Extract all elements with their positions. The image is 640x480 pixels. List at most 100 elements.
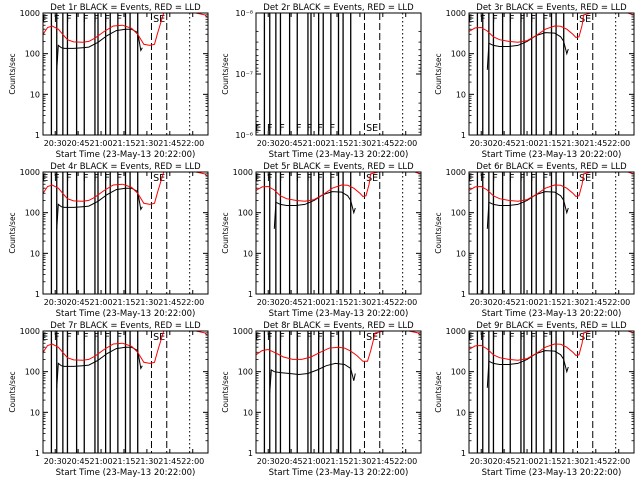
x-tick-label: 21:45 xyxy=(158,457,181,466)
x-axis-label: Start Time (23-May-13 20:22:00) xyxy=(482,150,622,160)
chart-panel-7: Det 7r BLACK = Events, RED = LLD Start Ti… xyxy=(8,321,209,478)
y-tick-label: 100 xyxy=(451,209,466,218)
x-tick-label: 21:45 xyxy=(371,298,394,307)
flag-label: F xyxy=(66,14,71,25)
flag-label: F xyxy=(94,14,99,25)
chart-panel-5: Det 5r BLACK = Events, RED = LLD Start Ti… xyxy=(221,162,422,319)
x-tick-label: 21:30 xyxy=(135,457,158,466)
flag-label: F xyxy=(83,332,88,343)
y-axis-label: Counts/sec xyxy=(8,53,17,94)
flag-label: F xyxy=(279,173,284,184)
flag-label: F xyxy=(54,332,59,343)
flag-label: F xyxy=(317,123,322,134)
plot-frame xyxy=(42,171,209,295)
x-tick-label: 20:45 xyxy=(280,139,303,148)
x-axis-label: Start Time (23-May-13 20:22:00) xyxy=(269,468,409,478)
flag-label: F xyxy=(480,332,485,343)
flag-label: SE xyxy=(579,173,591,184)
x-tick-label: 20:45 xyxy=(493,139,516,148)
x-tick-label: 22:00 xyxy=(394,139,417,148)
plot-frame xyxy=(468,330,635,454)
x-axis-label: Start Time (23-May-13 20:22:00) xyxy=(56,150,196,160)
y-axis-label: Counts/sec xyxy=(221,371,230,412)
x-tick-label: 20:30 xyxy=(470,457,493,466)
x-tick-label: 20:30 xyxy=(44,298,67,307)
y-tick-label: 10⁻⁷ xyxy=(235,70,253,79)
flag-label: F xyxy=(296,123,301,134)
panel-title: Det 4r BLACK = Events, RED = LLD xyxy=(50,162,201,172)
x-tick-label: 21:30 xyxy=(561,298,584,307)
y-tick-label: 100 xyxy=(238,368,253,377)
x-tick-label: 20:45 xyxy=(67,298,90,307)
x-tick-label: 20:45 xyxy=(280,457,303,466)
chart-panel-3: Det 3r BLACK = Events, RED = LLD Start Ti… xyxy=(434,3,635,160)
x-tick-label: 22:00 xyxy=(607,457,630,466)
x-tick-label: 20:45 xyxy=(493,298,516,307)
x-tick-label: 22:00 xyxy=(394,457,417,466)
x-tick-label: 21:30 xyxy=(561,139,584,148)
x-tick-label: 20:45 xyxy=(67,457,90,466)
x-tick-label: 21:30 xyxy=(135,139,158,148)
x-tick-label: 21:00 xyxy=(90,457,113,466)
x-tick-label: 20:45 xyxy=(493,457,516,466)
flag-label: F xyxy=(520,173,525,184)
y-axis-label: Counts/sec xyxy=(434,371,443,412)
flag-label: F xyxy=(296,173,301,184)
x-tick-label: 21:15 xyxy=(538,298,561,307)
flag-label: F xyxy=(267,173,272,184)
x-tick-label: 20:30 xyxy=(470,139,493,148)
x-tick-label: 21:00 xyxy=(303,298,326,307)
y-tick-label: 1 xyxy=(461,290,466,299)
flag-label: F xyxy=(530,332,535,343)
x-tick-label: 21:00 xyxy=(303,139,326,148)
flag-label: F xyxy=(317,332,322,343)
y-tick-label: 10 xyxy=(30,249,40,258)
x-axis-label: Start Time (23-May-13 20:22:00) xyxy=(269,309,409,319)
flag-label: F xyxy=(480,173,485,184)
y-tick-label: 10⁻⁸ xyxy=(235,9,253,18)
x-tick-label: 21:30 xyxy=(348,139,371,148)
flag-label: F xyxy=(54,173,59,184)
series-line-events xyxy=(56,346,143,388)
x-tick-label: 22:00 xyxy=(607,139,630,148)
y-tick-label: 10 xyxy=(243,408,253,417)
x-tick-label: 22:00 xyxy=(181,139,204,148)
chart-panel-1: Det 1r BLACK = Events, RED = LLD Start Ti… xyxy=(8,3,209,160)
x-tick-label: 22:00 xyxy=(607,298,630,307)
flag-label: SE xyxy=(366,332,378,343)
y-tick-label: 1 xyxy=(35,449,40,458)
flag-label: F xyxy=(509,332,514,343)
plot-frame xyxy=(255,171,422,295)
x-tick-label: 21:15 xyxy=(538,139,561,148)
x-tick-label: 21:15 xyxy=(325,457,348,466)
flag-label: SE xyxy=(153,332,165,343)
panel-title: Det 3r BLACK = Events, RED = LLD xyxy=(476,3,627,13)
x-axis-label: Start Time (23-May-13 20:22:00) xyxy=(269,150,409,160)
y-tick-label: 10 xyxy=(243,249,253,258)
flag-label: F xyxy=(267,332,272,343)
flag-label: F xyxy=(117,14,122,25)
x-tick-label: 20:30 xyxy=(257,139,280,148)
flag-label: F xyxy=(520,14,525,25)
y-tick-label: 1 xyxy=(248,290,253,299)
x-tick-label: 21:45 xyxy=(158,139,181,148)
series-line-events xyxy=(56,28,143,70)
flag-label: F xyxy=(330,173,335,184)
y-tick-label: 100 xyxy=(238,209,253,218)
x-tick-label: 21:45 xyxy=(584,139,607,148)
x-tick-label: 20:30 xyxy=(257,457,280,466)
x-tick-label: 21:45 xyxy=(371,139,394,148)
flag-label: SE xyxy=(153,173,165,184)
x-axis-label: Start Time (23-May-13 20:22:00) xyxy=(482,468,622,478)
y-tick-label: 10 xyxy=(30,408,40,417)
y-tick-label: 1000 xyxy=(20,327,40,336)
flag-label: F xyxy=(307,123,312,134)
x-tick-label: 20:30 xyxy=(470,298,493,307)
flag-label: F xyxy=(509,173,514,184)
flag-label: F xyxy=(330,332,335,343)
series-line-events xyxy=(269,362,356,393)
flag-label: F xyxy=(104,332,109,343)
chart-panel-4: Det 4r BLACK = Events, RED = LLD Start Ti… xyxy=(8,162,209,319)
flag-label: F xyxy=(104,14,109,25)
